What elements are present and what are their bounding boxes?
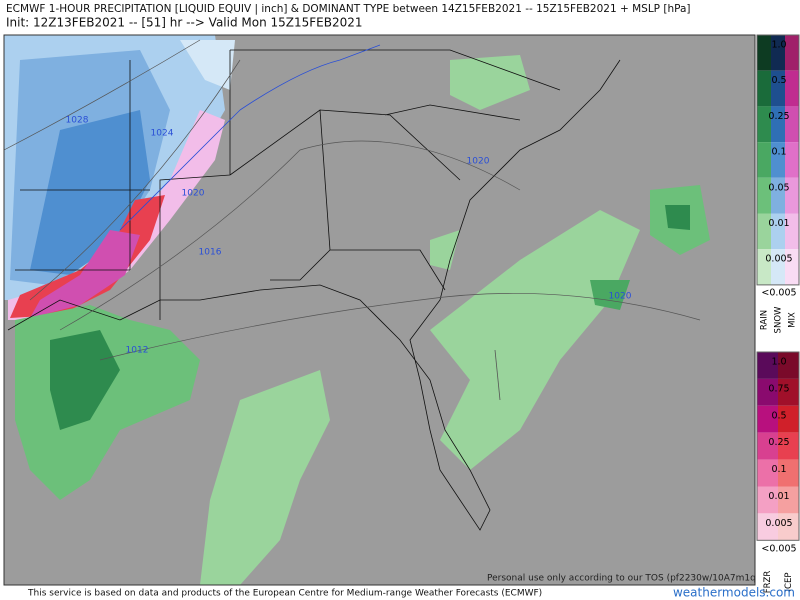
legend-swatch: [771, 35, 785, 71]
legend-level: 0.1: [771, 464, 786, 475]
legend-type: ICEP: [784, 573, 794, 592]
legend-swatch: [757, 459, 778, 487]
legend-swatch: [771, 177, 785, 214]
rain-area: [590, 280, 630, 310]
legend-swatch: [757, 177, 771, 214]
legend-swatch: [757, 35, 771, 71]
rain-area: [200, 370, 330, 585]
legend-swatch: [778, 378, 799, 406]
rain-area: [665, 205, 690, 230]
legend-swatch: [757, 70, 771, 107]
mix-area: [30, 230, 140, 318]
legend-below: <0.005: [761, 544, 796, 555]
isobar-labels: 1028 1024 1020 1016 1012 1020 1020: [66, 116, 632, 356]
isobar-label: 1028: [66, 116, 89, 126]
legend-swatch: [757, 249, 771, 285]
legend-swatch: [778, 486, 799, 514]
isobar-label: 1016: [199, 248, 222, 258]
legend-swatch: [757, 513, 778, 541]
legend-swatch: [771, 106, 785, 143]
legend-level: 0.5: [771, 75, 786, 86]
legend: 1.0 0.5 0.25 0.1 0.05 0.01 0.005 <0.005 RAIN SNOW…: [756, 34, 800, 594]
legend-swatch: [771, 213, 785, 250]
disclaimer: Personal use only according to our TOS (…: [487, 574, 777, 584]
boundaries: [7, 49, 621, 531]
legend-level: 0.01: [768, 218, 789, 229]
legend-level: 0.75: [768, 383, 789, 394]
snow-area: [180, 40, 235, 90]
legend-swatch: [785, 70, 799, 107]
legend-level: 0.25: [768, 111, 789, 122]
legend-level: 0.005: [765, 254, 792, 265]
legend-type: FRZR: [763, 571, 773, 594]
map: 1028 1024 1020 1016 1012 1020 1020 Personal us…: [4, 35, 777, 585]
legend-swatch: [771, 142, 785, 178]
frzr-area: [10, 195, 165, 318]
legend-type: SNOW: [774, 306, 784, 333]
rain-area: [430, 210, 640, 470]
legend-swatch: [785, 106, 799, 143]
legend-level: 0.05: [768, 182, 789, 193]
legend-swatch: [785, 177, 799, 214]
isobar-label: 1020: [182, 189, 205, 199]
rain-area: [430, 230, 460, 270]
isobar-label: 1020: [609, 292, 632, 302]
legend-frame: [756, 34, 800, 286]
legend-swatch: [757, 106, 771, 143]
legend-swatch: [757, 142, 771, 178]
legend-swatch: [771, 70, 785, 107]
legend-swatch: [778, 432, 799, 460]
legend-swatch: [785, 142, 799, 178]
legend-frame: [756, 351, 800, 541]
rain-area: [450, 55, 530, 110]
legend-swatch: [778, 352, 799, 379]
isobar-label: 1012: [126, 346, 149, 356]
credit: This service is based on data and produc…: [27, 589, 542, 599]
legend-level: 1.0: [771, 357, 786, 368]
legend-swatch: [757, 378, 778, 406]
isobar-label: 1024: [151, 129, 174, 139]
legend-level: 0.1: [771, 147, 786, 158]
legend-swatch: [785, 213, 799, 250]
map-frame: [3, 34, 756, 586]
legend-swatch: [778, 405, 799, 433]
legend-swatch: [757, 486, 778, 514]
legend-swatch: [785, 249, 799, 285]
legend-swatch: [771, 249, 785, 285]
legend-swatch: [778, 513, 799, 541]
river: [119, 44, 381, 231]
site-link[interactable]: weathermodels.com: [673, 586, 795, 600]
legend-swatch: [757, 352, 778, 379]
isobars: [4, 39, 701, 361]
legend-below: <0.005: [761, 288, 796, 299]
title: ECMWF 1-HOUR PRECIPITATION [LIQUID EQUIV…: [6, 3, 691, 15]
subtitle: Init: 12Z13FEB2021 -- [51] hr --> Valid …: [6, 16, 363, 30]
legend-level: 0.5: [771, 410, 786, 421]
legend-type: MIX: [788, 312, 798, 328]
legend-level: 0.25: [768, 437, 789, 448]
legend-swatch: [757, 432, 778, 460]
legend-swatch: [757, 405, 778, 433]
legend-swatch: [757, 213, 771, 250]
legend-type: RAIN: [760, 310, 770, 330]
rain-area: [50, 330, 120, 430]
isobar-label: 1020: [467, 157, 490, 167]
legend-level: 1.0: [771, 40, 786, 51]
legend-level: 0.01: [768, 491, 789, 502]
legend-level: 0.005: [765, 518, 792, 529]
legend-swatch: [785, 35, 799, 71]
legend-swatch: [778, 459, 799, 487]
